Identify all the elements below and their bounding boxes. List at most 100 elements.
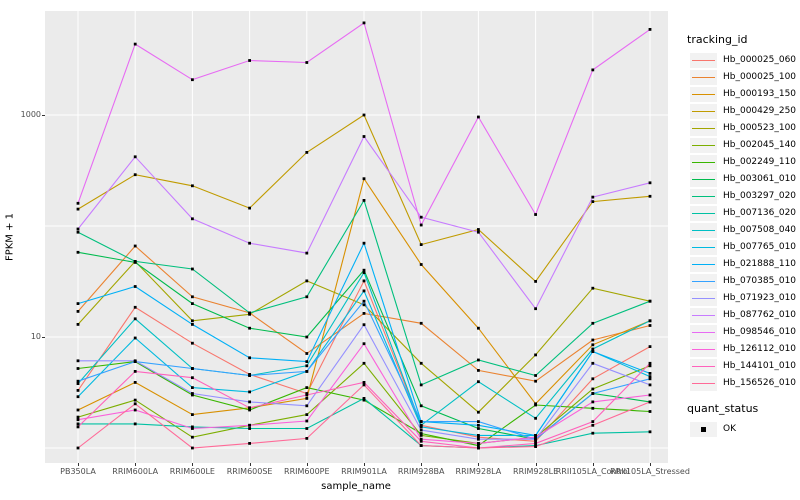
- data-point: [362, 312, 366, 315]
- data-point: [648, 361, 652, 365]
- data-point: [648, 377, 652, 381]
- data-point: [305, 61, 309, 64]
- data-point: [362, 397, 366, 400]
- data-point: [76, 408, 80, 412]
- data-point: [305, 419, 309, 423]
- data-point: [248, 311, 251, 315]
- legend-key-line-icon: [692, 264, 715, 265]
- legend-key-box: [690, 359, 717, 374]
- data-point: [534, 353, 537, 357]
- y-tick-label: 1000: [20, 110, 41, 119]
- data-point: [362, 177, 366, 181]
- legend-label: Hb_007136_020: [723, 208, 797, 218]
- legend-label: OK: [723, 424, 736, 434]
- legend-label: Hb_071923_010: [723, 293, 797, 303]
- data-point: [76, 323, 80, 326]
- legend-key-line-icon: [692, 332, 715, 333]
- data-point: [248, 423, 251, 427]
- x-tick-mark: [192, 463, 194, 466]
- data-point: [362, 113, 366, 117]
- legend-key-line-icon: [692, 196, 715, 197]
- data-point: [591, 195, 595, 199]
- legend-label: Hb_000429_250: [723, 106, 797, 116]
- data-point: [534, 445, 537, 448]
- data-point: [477, 230, 480, 234]
- data-point: [591, 423, 595, 427]
- y-tick-label: 10: [30, 332, 41, 341]
- data-point: [133, 370, 137, 373]
- legend-key-box: [690, 138, 717, 153]
- data-point: [591, 200, 595, 203]
- x-tick-label: RRII105LA_Stressed: [610, 467, 690, 476]
- legend-key-box: [690, 53, 717, 68]
- data-point: [477, 435, 480, 439]
- data-point: [419, 423, 423, 427]
- data-point: [534, 403, 537, 407]
- data-point: [591, 420, 595, 423]
- data-point: [591, 68, 595, 72]
- legend-item-Hb_003297_020: Hb_003297_020: [687, 188, 800, 205]
- data-point: [305, 413, 309, 416]
- data-point: [133, 260, 137, 263]
- legend-key-box: [690, 121, 717, 136]
- legend-label: Hb_003061_010: [723, 174, 797, 184]
- data-point: [191, 427, 194, 430]
- legend-label: Hb_126112_010: [723, 344, 797, 354]
- data-point: [133, 381, 137, 384]
- x-tick-mark: [592, 463, 594, 466]
- data-point: [534, 307, 537, 311]
- x-tick-mark: [364, 463, 365, 466]
- data-point: [305, 251, 309, 255]
- data-point: [419, 243, 423, 246]
- data-point: [648, 319, 652, 323]
- legend-key-box: [690, 308, 717, 323]
- data-point: [133, 402, 137, 406]
- data-point: [248, 374, 251, 377]
- legend-key-line-icon: [692, 145, 715, 146]
- legend-label: Hb_002045_140: [723, 140, 797, 150]
- data-point: [477, 115, 480, 119]
- data-point: [76, 379, 80, 383]
- legend-key-box: [690, 257, 717, 272]
- x-tick-label: RRIM928LE: [513, 467, 559, 476]
- data-point: [305, 437, 309, 440]
- legend-label: Hb_000523_100: [723, 123, 797, 133]
- data-point: [477, 437, 480, 441]
- data-point: [248, 408, 251, 412]
- data-point: [419, 361, 423, 365]
- data-point: [534, 374, 537, 377]
- x-tick-mark: [135, 463, 137, 466]
- x-tick-mark: [306, 463, 308, 466]
- data-point: [191, 78, 194, 82]
- data-point: [191, 302, 194, 305]
- data-point: [648, 430, 652, 434]
- data-point: [477, 380, 480, 384]
- legend-item-Hb_000429_250: Hb_000429_250: [687, 103, 800, 120]
- legend-title-tracking-id: tracking_id: [687, 33, 748, 46]
- data-point: [591, 361, 595, 365]
- data-point: [305, 393, 309, 397]
- data-point: [362, 383, 366, 387]
- legend-key-box: [690, 325, 717, 340]
- legend-label: Hb_002249_110: [723, 157, 797, 167]
- data-point: [419, 439, 423, 443]
- data-point: [477, 420, 480, 423]
- legend-label: Hb_003297_020: [723, 191, 797, 201]
- data-point: [248, 241, 251, 245]
- data-point: [477, 369, 480, 372]
- data-point: [133, 336, 137, 340]
- data-point: [477, 228, 480, 231]
- data-point: [76, 207, 80, 211]
- data-point: [76, 415, 80, 419]
- data-point: [248, 326, 251, 330]
- legend-rows: Hb_000025_060 Hb_000025_100 Hb_000193_150 H…: [687, 52, 800, 392]
- data-point: [305, 404, 309, 408]
- legend-label: Hb_156526_010: [723, 378, 797, 388]
- legend-key-line-icon: [692, 162, 715, 163]
- data-point: [362, 303, 366, 307]
- x-tick-label: RRIM928BA: [397, 467, 445, 476]
- data-point: [477, 434, 480, 437]
- data-point: [133, 359, 137, 363]
- data-point: [534, 379, 537, 383]
- legend-key-line-icon: [692, 315, 715, 316]
